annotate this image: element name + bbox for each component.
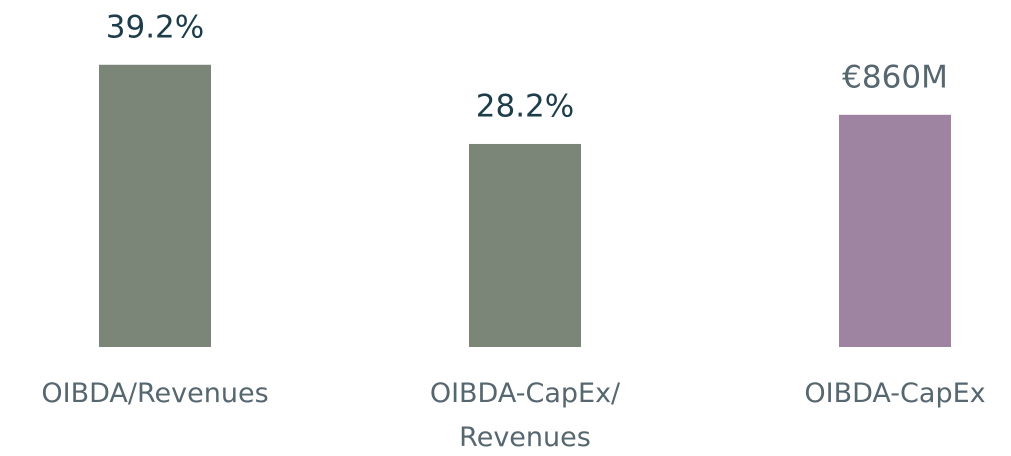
value-label: 39.2% bbox=[106, 9, 204, 45]
category-label: OIBDA/Revenues bbox=[41, 378, 269, 409]
value-label: 28.2% bbox=[476, 88, 574, 124]
category-label: OIBDA-CapEx/ Revenues bbox=[429, 378, 621, 453]
bar bbox=[99, 64, 211, 347]
bar bbox=[839, 114, 951, 347]
category-label: OIBDA-CapEx bbox=[804, 378, 986, 409]
bar bbox=[469, 143, 581, 347]
value-label: €860M bbox=[842, 59, 948, 95]
